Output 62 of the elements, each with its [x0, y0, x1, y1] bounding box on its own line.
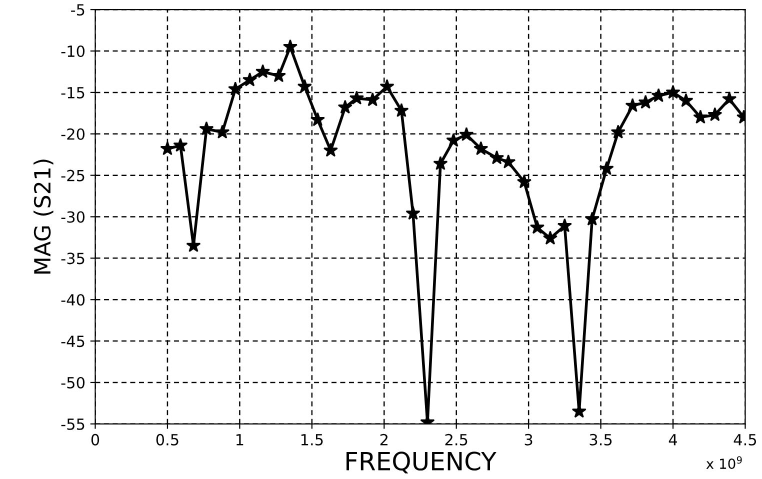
y-tick-label: -35 [61, 252, 84, 264]
point [406, 206, 420, 220]
point [228, 81, 243, 96]
point [160, 141, 175, 156]
y-tick-label: -30 [61, 211, 85, 223]
point [433, 156, 448, 170]
point [256, 64, 270, 78]
point [666, 84, 680, 99]
x-tick-label: 4.5 [734, 434, 756, 446]
y-tick-label: -45 [61, 336, 84, 348]
x-tick-label: 2.5 [445, 434, 468, 446]
point [610, 124, 626, 139]
point [349, 90, 364, 105]
y-tick-label: -15 [61, 87, 84, 98]
point [446, 132, 461, 147]
point [584, 212, 600, 226]
point [693, 110, 708, 124]
point [338, 100, 352, 114]
point [599, 161, 614, 175]
point [459, 127, 474, 142]
text: x 10$^{9}$ [706, 456, 742, 470]
point [297, 79, 312, 93]
y-tick-label: -10 [61, 45, 85, 58]
point [638, 94, 653, 109]
y-tick-label: -5 [71, 4, 84, 16]
point [501, 154, 516, 168]
point [199, 121, 214, 136]
point [380, 79, 394, 93]
point [490, 150, 504, 164]
point [474, 141, 488, 156]
y-tick-label: -40 [61, 294, 85, 306]
x-axis-title: FREQUENCY [346, 452, 496, 474]
y-tick-label: -20 [61, 128, 85, 140]
x-tick-label: 1.5 [301, 434, 323, 446]
point [215, 124, 230, 139]
point [323, 142, 338, 157]
point [516, 174, 532, 188]
x-tick-label: 0.5 [156, 434, 178, 446]
point [530, 220, 545, 234]
point [542, 230, 558, 245]
point [651, 88, 666, 102]
x-tick-label: 2 [380, 434, 388, 446]
point [625, 98, 640, 112]
point [242, 72, 258, 86]
point [678, 93, 694, 108]
point [557, 218, 572, 232]
point [173, 138, 188, 152]
y-axis-title: MAG (S21) [34, 160, 54, 274]
point [708, 107, 722, 122]
x-tick-label: 3 [524, 434, 532, 446]
x-tick-label: 3.5 [590, 434, 612, 446]
y-tick-label: -55 [61, 418, 84, 430]
point [365, 92, 380, 106]
x-tick-label: 0 [91, 434, 100, 446]
point [394, 103, 409, 117]
x-tick-label: 4 [668, 434, 678, 446]
point [722, 91, 737, 106]
point [310, 112, 325, 126]
x-tick-label: 1 [236, 434, 244, 446]
point [282, 39, 298, 54]
y-tick-label: -25 [61, 170, 84, 182]
y-tick-label: -50 [61, 376, 85, 389]
